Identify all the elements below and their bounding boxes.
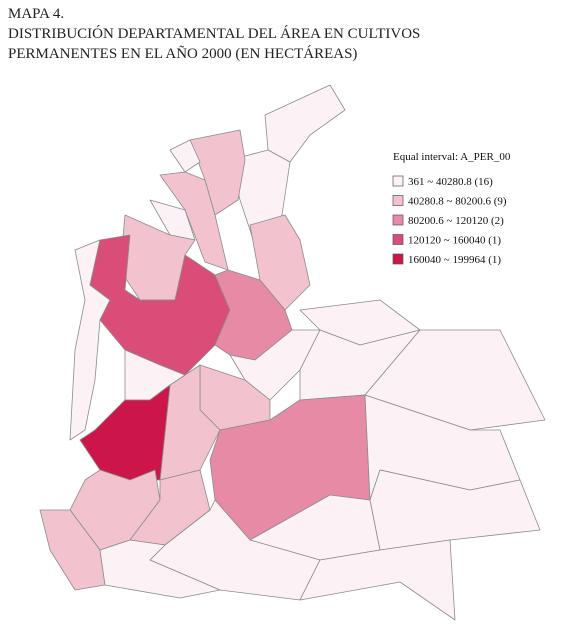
title-line: PERMANENTES EN EL AÑO 2000 (EN HECTÁREAS… [8,45,357,62]
department [159,171,229,271]
legend-swatch [392,175,404,187]
department [99,539,221,599]
legend-swatch [392,234,404,245]
department [364,329,546,431]
legend-label: 361 ~ 40280.8 (16) [408,176,493,188]
legend-label: 120120 ~ 160040 (1) [408,235,501,247]
legend-swatch [392,214,404,226]
department-map [39,84,546,621]
department [169,139,201,173]
title-line: DISTRIBUCIÓN DEPARTAMENTAL DEL ÁREA EN C… [8,25,420,42]
department [264,84,346,163]
legend-label: 40280.8 ~ 80200.6 (9) [408,196,507,208]
legend-swatch [392,195,404,206]
legend-swatch [392,253,404,265]
department [299,539,456,621]
legend-label: 160040 ~ 199964 (1) [408,254,501,266]
legend-label: 80200.6 ~ 120120 (2) [408,215,504,227]
legend: 361 ~ 40280.8 (16) 40280.8 ~ 80200.6 (9) 8… [392,175,507,266]
title-line: MAPA 4. [8,6,64,22]
legend-title: Equal interval: A_PER_00 [393,151,511,163]
